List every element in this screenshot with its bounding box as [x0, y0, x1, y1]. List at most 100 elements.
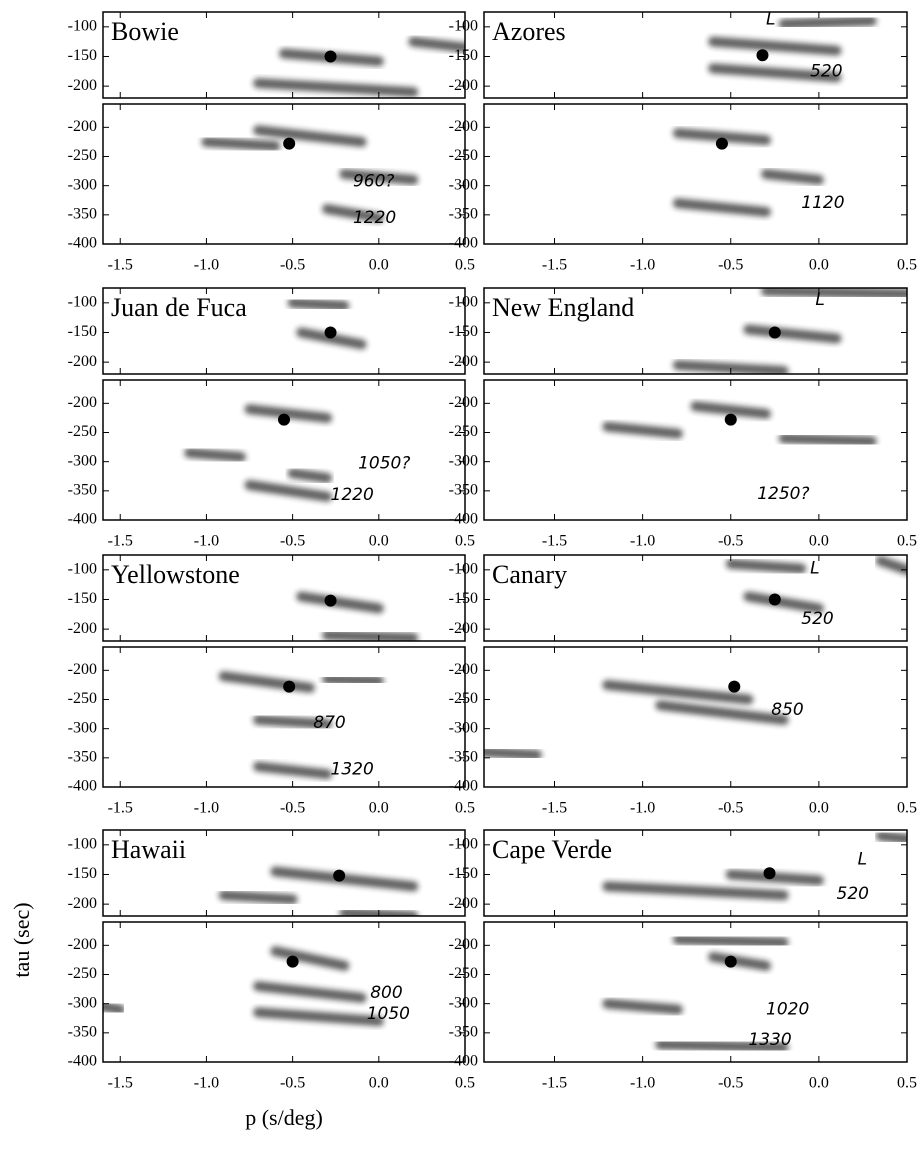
x-tick-label: 0.5 [455, 533, 475, 550]
frame [483, 829, 908, 917]
annotation: 520 [837, 884, 869, 904]
x-tick-label: 0.0 [369, 1075, 389, 1092]
streak [322, 674, 384, 686]
y-tick-label: -250 [449, 690, 478, 707]
streak [287, 297, 350, 311]
plot-area [602, 401, 877, 447]
point [283, 137, 296, 150]
y-tick-label: -200 [68, 895, 97, 912]
y-tick-label: -400 [68, 511, 97, 528]
streak [655, 700, 789, 725]
y-tick-label: -100 [68, 293, 97, 310]
streak [253, 125, 367, 147]
y-tick-label: -400 [68, 778, 97, 795]
frame [102, 11, 466, 99]
y-tick-label: -400 [449, 1053, 478, 1070]
frame [102, 829, 466, 917]
streak [184, 447, 246, 462]
x-tick-label: -1.0 [194, 257, 219, 274]
plot-area [725, 555, 907, 614]
streak [778, 433, 877, 447]
y-tick-label: -350 [449, 749, 478, 766]
y-tick-label: -200 [449, 353, 478, 370]
y-tick-label: -400 [449, 778, 478, 795]
y-tick-label: -300 [449, 719, 478, 736]
frame [102, 646, 466, 788]
streak [408, 36, 465, 53]
x-tick-label: -1.5 [108, 533, 133, 550]
x-tick-label: 0.5 [897, 533, 917, 550]
y-axis-label: tau (sec) [9, 902, 34, 977]
x-tick-label: 0.5 [897, 257, 917, 274]
plot-area [602, 830, 907, 901]
annotation: 1320 [331, 760, 374, 780]
x-tick-label: 0.5 [897, 800, 917, 817]
panel-title: Canary [492, 560, 567, 589]
x-tick-label: 0.0 [809, 800, 829, 817]
x-tick-label: -1.5 [542, 257, 567, 274]
streak [743, 591, 824, 614]
point [283, 680, 296, 693]
y-tick-label: -400 [449, 511, 478, 528]
x-tick-label: 0.0 [809, 257, 829, 274]
streak [655, 1039, 789, 1053]
streak [270, 866, 419, 892]
streak [602, 679, 754, 705]
x-tick-label: 0.0 [369, 533, 389, 550]
streak [322, 630, 419, 641]
x-tick-label: -1.0 [194, 800, 219, 817]
annotation: L [858, 850, 867, 870]
y-tick-label: -100 [449, 835, 478, 852]
streak [602, 421, 683, 439]
y-tick-label: -200 [68, 118, 97, 135]
y-tick-label: -150 [449, 323, 478, 340]
point [324, 50, 337, 63]
y-tick-label: -100 [68, 17, 97, 34]
x-tick-label: 0.5 [897, 1075, 917, 1092]
plot-area [201, 125, 419, 223]
point [333, 869, 346, 882]
streak [875, 555, 907, 575]
point [768, 326, 781, 339]
annotation: 1220 [331, 485, 374, 505]
streak [672, 934, 789, 948]
y-tick-label: -200 [449, 77, 478, 94]
point [324, 594, 337, 607]
x-tick-label: -1.5 [542, 1075, 567, 1092]
y-tick-label: -250 [449, 965, 478, 982]
plot-area [484, 679, 789, 760]
streak [253, 981, 367, 1003]
annotation: L [810, 559, 819, 579]
x-tick-label: -0.5 [280, 800, 305, 817]
y-tick-label: -150 [449, 590, 478, 607]
streak [761, 169, 824, 185]
y-tick-label: -300 [449, 176, 478, 193]
x-tick-label: -0.5 [280, 533, 305, 550]
plot-area [672, 288, 907, 374]
y-tick-label: -200 [68, 353, 97, 370]
point [286, 955, 299, 968]
point [768, 593, 781, 606]
streak [690, 401, 771, 419]
annotation: L [815, 290, 824, 310]
point [715, 137, 728, 150]
annotation: 800 [370, 983, 402, 1003]
x-tick-label: 0.5 [455, 257, 475, 274]
panel-title: Azores [492, 17, 566, 46]
frame [483, 921, 908, 1063]
y-tick-label: -200 [449, 661, 478, 678]
streak [743, 324, 842, 344]
y-tick-label: -300 [68, 994, 97, 1011]
frame [102, 103, 466, 245]
y-tick-label: -150 [68, 323, 97, 340]
y-tick-label: -300 [68, 719, 97, 736]
y-tick-label: -400 [68, 235, 97, 252]
frame [483, 379, 908, 521]
y-tick-label: -300 [68, 176, 97, 193]
panel-title: Hawaii [111, 835, 186, 864]
y-tick-label: -350 [68, 749, 97, 766]
y-tick-label: -300 [68, 452, 97, 469]
plot-area [218, 866, 419, 916]
x-tick-label: -1.5 [108, 257, 133, 274]
y-tick-label: -200 [449, 936, 478, 953]
